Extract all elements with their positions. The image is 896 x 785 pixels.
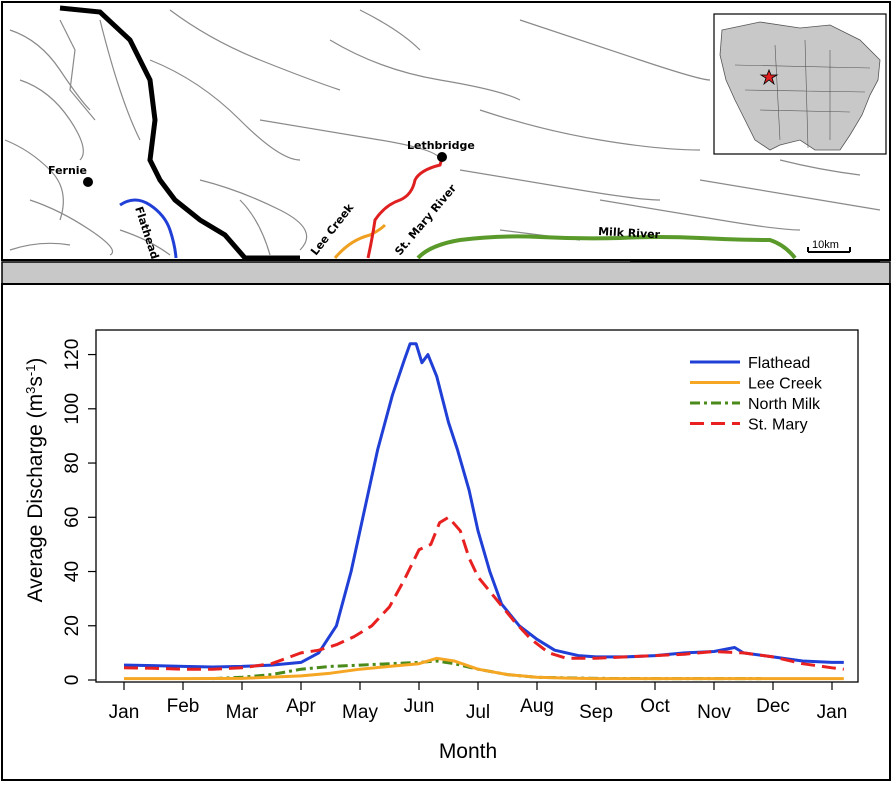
y-tick-label: 40: [62, 561, 83, 582]
x-axis: Jan Feb Mar Apr May Jun Jul Aug Sep Oct Nov Dec Jan: [109, 682, 848, 723]
y-tick-label: 120: [62, 339, 83, 371]
fernie-label: Fernie: [48, 164, 87, 177]
y-axis-label: Average Discharge (m3s-1): [23, 358, 48, 603]
x-tick-label: Feb: [167, 696, 200, 717]
y-tick-label: 100: [62, 393, 83, 425]
x-tick-label: Nov: [697, 702, 731, 723]
separator-band: [1, 261, 891, 285]
legend-label: Flathead: [748, 355, 810, 372]
y-axis-label-main: Average Discharge (m: [24, 394, 47, 603]
legend-label: North Milk: [748, 396, 821, 413]
lee-creek-river: [333, 223, 387, 259]
border-line: [59, 5, 300, 261]
map-panel: Fernie Lethbridge Flathead Lee Creek St.…: [1, 1, 891, 264]
y-axis-label-sup2: -1: [23, 365, 38, 377]
x-tick-label: Aug: [520, 696, 554, 717]
chart-panel: 0 20 40 60 80 100 120 Jan Feb Mar Apr May Jun Jul Aug…: [1, 283, 891, 781]
location-star-icon: [759, 68, 779, 86]
y-tick-label: 80: [62, 452, 83, 473]
river-network: [4, 9, 881, 256]
y-axis-label-sup1: 3: [23, 387, 38, 394]
y-tick-label: 60: [62, 507, 83, 528]
x-tick-label: May: [342, 702, 378, 723]
milk-river: [416, 234, 797, 260]
x-tick-label: Jan: [109, 702, 140, 723]
x-tick-label: Oct: [640, 696, 670, 717]
milk-river-label: Milk River: [598, 225, 661, 241]
flathead-river: [119, 198, 178, 259]
y-axis-label-end: ): [24, 358, 47, 365]
legend-label: Lee Creek: [748, 376, 823, 393]
x-tick-label: Jul: [466, 702, 490, 723]
x-tick-label: Mar: [226, 702, 259, 723]
x-tick-label: Sep: [579, 702, 613, 723]
legend-label: St. Mary: [748, 417, 808, 434]
x-tick-label: Jan: [817, 702, 848, 723]
lethbridge-label: Lethbridge: [407, 139, 475, 152]
y-tick-label: 20: [62, 615, 83, 636]
fernie-dot: [83, 177, 93, 187]
plot-area: [95, 329, 859, 683]
series-line-st-mary: [123, 515, 844, 671]
st-mary-river: [366, 157, 444, 259]
inset-map: [713, 13, 887, 155]
x-axis-label: Month: [439, 740, 497, 763]
series-line-north-milk: [212, 659, 762, 681]
series-line-lee-creek: [124, 656, 844, 681]
y-axis-label-mid: s: [24, 376, 47, 387]
scale-bar: 10km: [807, 239, 851, 253]
legend: Flathead Lee Creek North Milk St. Mary: [690, 355, 823, 434]
x-tick-label: Apr: [286, 696, 316, 717]
x-tick-label: Dec: [756, 696, 790, 717]
lethbridge-dot: [437, 152, 447, 162]
x-tick-label: Jun: [404, 696, 435, 717]
y-axis: 0 20 40 60 80 100 120: [62, 339, 96, 686]
series-lines: [123, 342, 844, 681]
y-tick-label: 0: [62, 675, 83, 686]
scale-label: 10km: [812, 239, 839, 251]
